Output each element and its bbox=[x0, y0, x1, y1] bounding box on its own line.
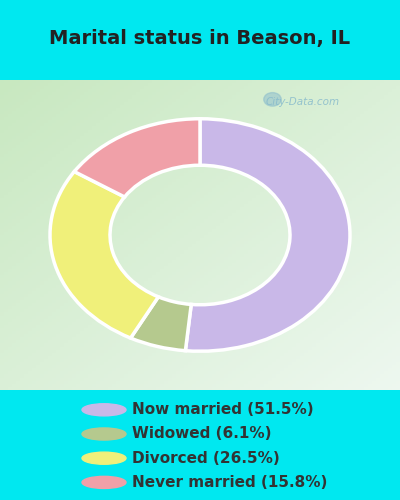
Wedge shape bbox=[186, 118, 350, 351]
Wedge shape bbox=[74, 118, 200, 197]
Wedge shape bbox=[130, 297, 191, 350]
Circle shape bbox=[82, 404, 126, 416]
Text: Widowed (6.1%): Widowed (6.1%) bbox=[132, 426, 272, 442]
Circle shape bbox=[264, 92, 281, 106]
Wedge shape bbox=[50, 172, 158, 338]
Circle shape bbox=[82, 452, 126, 464]
Circle shape bbox=[82, 476, 126, 488]
Text: Now married (51.5%): Now married (51.5%) bbox=[132, 402, 314, 417]
Text: Marital status in Beason, IL: Marital status in Beason, IL bbox=[50, 29, 350, 48]
Text: Never married (15.8%): Never married (15.8%) bbox=[132, 475, 327, 490]
Text: Divorced (26.5%): Divorced (26.5%) bbox=[132, 450, 280, 466]
Circle shape bbox=[82, 428, 126, 440]
Text: City-Data.com: City-Data.com bbox=[266, 98, 340, 108]
